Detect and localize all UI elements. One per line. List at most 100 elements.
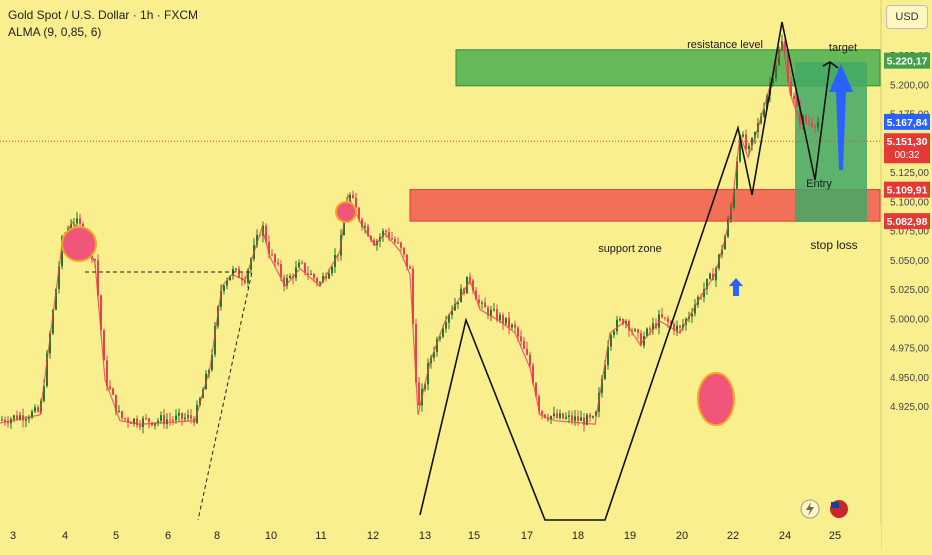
- candle-body: [352, 194, 354, 198]
- candle-body: [163, 415, 165, 425]
- candle-body: [70, 224, 72, 229]
- candle-body: [676, 325, 678, 331]
- candle-body: [37, 407, 39, 412]
- candle-body: [313, 273, 315, 279]
- candle-body: [661, 314, 663, 318]
- candle-body: [706, 278, 708, 289]
- candle-body: [412, 268, 414, 325]
- candle-body: [550, 416, 552, 420]
- candle-body: [190, 415, 192, 419]
- candle-body: [187, 415, 189, 418]
- candle-body: [142, 418, 144, 427]
- target-arrowhead: [822, 61, 839, 69]
- candle-body: [139, 425, 141, 427]
- candle-body: [136, 418, 138, 426]
- candle-body: [400, 242, 402, 248]
- time-axis-panel: [0, 524, 881, 550]
- y-tick-label: 4.925,00: [890, 402, 929, 413]
- x-tick-label: 8: [214, 530, 220, 542]
- candle-body: [652, 323, 654, 330]
- candle-body: [16, 415, 18, 420]
- candle-body: [409, 266, 411, 269]
- candle-body: [748, 145, 750, 149]
- candle-body: [4, 419, 6, 423]
- candle-body: [673, 323, 675, 331]
- candle-body: [133, 418, 135, 424]
- candle-body: [442, 328, 444, 337]
- candle-body: [544, 414, 546, 418]
- candle-body: [439, 336, 441, 340]
- candle-body: [664, 317, 666, 319]
- candle-body: [433, 352, 435, 358]
- target-up-arrow: [829, 64, 853, 170]
- candle-body: [559, 413, 561, 418]
- candle-body: [415, 324, 417, 383]
- currency-button[interactable]: USD: [886, 5, 928, 29]
- y-tick-label: 5.050,00: [890, 256, 929, 267]
- entry-label: Entry: [806, 178, 832, 190]
- candle-body: [43, 385, 45, 401]
- candle-body: [547, 417, 549, 420]
- indicator-label: ALMA (9, 0,85, 6): [8, 25, 102, 39]
- candle-body: [124, 418, 126, 420]
- candle-body: [229, 275, 231, 281]
- x-tick-label: 4: [62, 530, 68, 542]
- candle-body: [31, 411, 33, 418]
- candle-body: [445, 322, 447, 329]
- candle-body: [211, 354, 213, 370]
- candle-body: [682, 324, 684, 328]
- candle-body: [610, 334, 612, 347]
- candle-body: [715, 268, 717, 281]
- candle-body: [364, 226, 366, 228]
- candle-body: [172, 419, 174, 421]
- candle-body: [787, 52, 789, 82]
- candle-body: [19, 415, 21, 420]
- candle-body: [49, 333, 51, 354]
- candle-body: [427, 363, 429, 385]
- candle-body: [127, 418, 129, 423]
- x-tick-label: 17: [521, 530, 533, 542]
- candle-body: [79, 218, 81, 225]
- candle-body: [472, 280, 474, 291]
- candle-body: [301, 262, 303, 264]
- candle-body: [565, 416, 567, 419]
- candle-body: [298, 262, 300, 268]
- y-tick-label: 4.950,00: [890, 373, 929, 384]
- candle-body: [94, 258, 96, 261]
- candle-body: [355, 197, 357, 208]
- candle-body: [13, 415, 15, 419]
- candle-body: [556, 413, 558, 418]
- candle-body: [7, 422, 9, 424]
- x-tick-label: 10: [265, 530, 277, 542]
- candle-body: [604, 365, 606, 379]
- candle-body: [532, 365, 534, 384]
- candle-body: [220, 290, 222, 307]
- candle-body: [235, 268, 237, 270]
- candle-body: [778, 50, 780, 65]
- x-tick-label: 22: [727, 530, 739, 542]
- candle-body: [118, 411, 120, 413]
- candle-body: [145, 418, 147, 420]
- candle-body: [46, 353, 48, 386]
- candle-body: [589, 414, 591, 418]
- candle-body: [316, 278, 318, 283]
- x-tick-label: 3: [10, 530, 16, 542]
- support-bottom-tag: 5.082,98: [887, 216, 928, 228]
- candle-body: [403, 247, 405, 255]
- y-tick-label: 5.100,00: [890, 197, 929, 208]
- candle-body: [481, 302, 483, 304]
- candle-body: [505, 317, 507, 324]
- dashed-pattern-line: [85, 271, 253, 521]
- candle-body: [535, 383, 537, 397]
- candle-body: [775, 64, 777, 79]
- candle-body: [478, 299, 480, 303]
- candle-body: [394, 239, 396, 243]
- candle-body: [223, 285, 225, 291]
- x-tick-label: 12: [367, 530, 379, 542]
- current-price-tag-bg: [884, 133, 930, 164]
- y-tick-label: 5.025,00: [890, 285, 929, 296]
- candle-body: [568, 415, 570, 417]
- x-tick-label: 25: [829, 530, 841, 542]
